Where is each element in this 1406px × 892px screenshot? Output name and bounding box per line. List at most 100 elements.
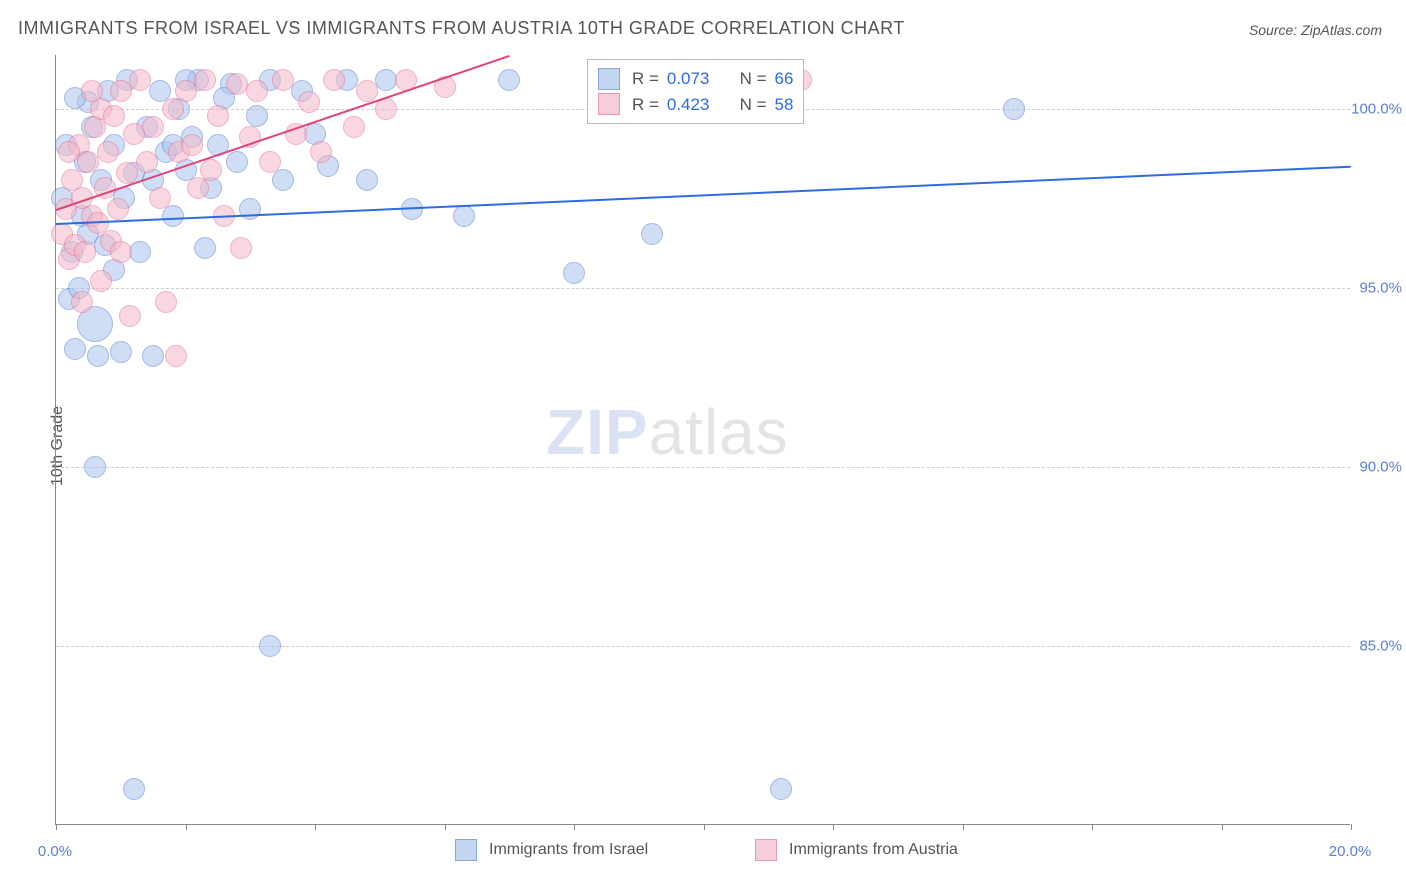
y-tick-label: 95.0% bbox=[1359, 279, 1402, 296]
data-point-israel bbox=[226, 151, 248, 173]
data-point-israel bbox=[162, 205, 184, 227]
y-tick-label: 90.0% bbox=[1359, 458, 1402, 475]
x-tick bbox=[704, 824, 705, 830]
gridline bbox=[56, 646, 1350, 647]
data-point-austria bbox=[74, 241, 96, 263]
data-point-israel bbox=[272, 169, 294, 191]
data-point-israel bbox=[770, 778, 792, 800]
data-point-austria bbox=[129, 69, 151, 91]
x-tick bbox=[186, 824, 187, 830]
data-point-austria bbox=[119, 305, 141, 327]
chart-title: IMMIGRANTS FROM ISRAEL VS IMMIGRANTS FRO… bbox=[18, 18, 905, 39]
watermark-text: ZIPatlas bbox=[546, 395, 789, 469]
watermark-left: ZIP bbox=[546, 396, 649, 468]
source-name: ZipAtlas.com bbox=[1301, 22, 1382, 38]
watermark-right: atlas bbox=[649, 396, 789, 468]
data-point-austria bbox=[343, 116, 365, 138]
data-point-austria bbox=[136, 151, 158, 173]
legend-swatch-israel bbox=[598, 68, 620, 90]
data-point-austria bbox=[71, 291, 93, 313]
r-value-austria: 0.423 bbox=[667, 92, 710, 118]
x-tick bbox=[574, 824, 575, 830]
data-point-israel bbox=[259, 635, 281, 657]
series-legend-israel: Immigrants from Israel bbox=[455, 839, 648, 861]
legend-swatch-israel bbox=[455, 839, 477, 861]
source-prefix: Source: bbox=[1249, 22, 1301, 38]
series-legend-austria: Immigrants from Austria bbox=[755, 839, 958, 861]
data-point-austria bbox=[58, 141, 80, 163]
data-point-austria bbox=[155, 291, 177, 313]
data-point-austria bbox=[259, 151, 281, 173]
data-point-israel bbox=[64, 338, 86, 360]
x-tick-label: 20.0% bbox=[1329, 843, 1372, 860]
legend-swatch-austria bbox=[755, 839, 777, 861]
data-point-israel bbox=[129, 241, 151, 263]
data-point-austria bbox=[310, 141, 332, 163]
data-point-israel bbox=[498, 69, 520, 91]
data-point-austria bbox=[298, 91, 320, 113]
correlation-legend: R = 0.073 N = 66R = 0.423 N = 58 bbox=[587, 59, 805, 124]
y-tick-label: 100.0% bbox=[1351, 100, 1402, 117]
trend-line-israel bbox=[56, 166, 1351, 225]
data-point-austria bbox=[77, 151, 99, 173]
data-point-israel bbox=[194, 237, 216, 259]
data-point-israel bbox=[110, 341, 132, 363]
data-point-austria bbox=[230, 237, 252, 259]
r-value-israel: 0.073 bbox=[667, 66, 710, 92]
data-point-austria bbox=[110, 80, 132, 102]
scatter-plot-area: ZIPatlas 85.0%90.0%95.0%100.0%R = 0.073 … bbox=[55, 55, 1350, 825]
data-point-austria bbox=[272, 69, 294, 91]
r-label: R = bbox=[632, 92, 659, 118]
source-attribution: Source: ZipAtlas.com bbox=[1249, 22, 1382, 38]
correlation-row-israel: R = 0.073 N = 66 bbox=[598, 66, 794, 92]
data-point-austria bbox=[165, 345, 187, 367]
data-point-austria bbox=[162, 98, 184, 120]
x-tick bbox=[315, 824, 316, 830]
data-point-austria bbox=[207, 105, 229, 127]
n-value-austria: 58 bbox=[775, 92, 794, 118]
data-point-austria bbox=[181, 134, 203, 156]
x-tick bbox=[1351, 824, 1352, 830]
gridline bbox=[56, 288, 1350, 289]
data-point-austria bbox=[246, 80, 268, 102]
data-point-austria bbox=[110, 241, 132, 263]
data-point-austria bbox=[149, 187, 171, 209]
data-point-austria bbox=[103, 105, 125, 127]
x-tick-label: 0.0% bbox=[38, 843, 72, 860]
data-point-israel bbox=[123, 778, 145, 800]
r-label: R = bbox=[632, 66, 659, 92]
legend-swatch-austria bbox=[598, 93, 620, 115]
data-point-israel bbox=[563, 262, 585, 284]
data-point-austria bbox=[175, 80, 197, 102]
data-point-austria bbox=[187, 177, 209, 199]
data-point-austria bbox=[200, 159, 222, 181]
data-point-israel bbox=[453, 205, 475, 227]
data-point-austria bbox=[81, 80, 103, 102]
gridline bbox=[56, 467, 1350, 468]
n-value-israel: 66 bbox=[775, 66, 794, 92]
correlation-row-austria: R = 0.423 N = 58 bbox=[598, 92, 794, 118]
y-tick-label: 85.0% bbox=[1359, 637, 1402, 654]
data-point-austria bbox=[90, 270, 112, 292]
n-label: N = bbox=[740, 92, 767, 118]
x-tick bbox=[833, 824, 834, 830]
data-point-israel bbox=[356, 169, 378, 191]
legend-label-israel: Immigrants from Israel bbox=[489, 841, 648, 859]
data-point-austria bbox=[97, 141, 119, 163]
x-tick bbox=[445, 824, 446, 830]
x-tick bbox=[56, 824, 57, 830]
data-point-israel bbox=[87, 345, 109, 367]
data-point-israel bbox=[1003, 98, 1025, 120]
data-point-austria bbox=[323, 69, 345, 91]
data-point-israel bbox=[142, 345, 164, 367]
data-point-austria bbox=[107, 198, 129, 220]
n-label: N = bbox=[740, 66, 767, 92]
data-point-israel bbox=[641, 223, 663, 245]
legend-label-austria: Immigrants from Austria bbox=[789, 841, 958, 859]
data-point-austria bbox=[194, 69, 216, 91]
data-point-austria bbox=[356, 80, 378, 102]
x-tick bbox=[1222, 824, 1223, 830]
x-tick bbox=[963, 824, 964, 830]
data-point-israel bbox=[246, 105, 268, 127]
data-point-austria bbox=[142, 116, 164, 138]
